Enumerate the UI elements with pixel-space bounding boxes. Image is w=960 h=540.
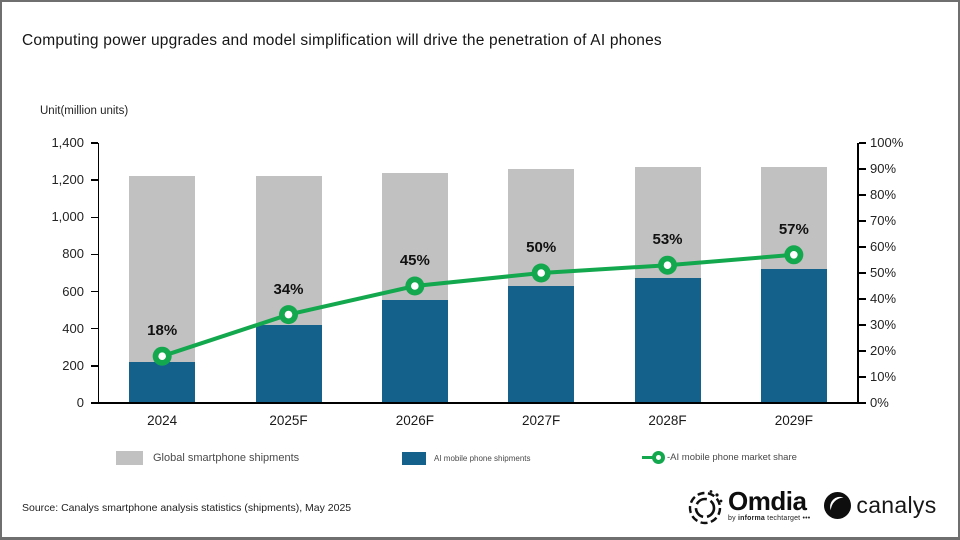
canalys-logo-icon [824,492,852,519]
left-axis-line [97,143,99,403]
omdia-logo: Omdia by informa techtarget ••• [686,488,810,528]
left-axis-tick [91,327,98,330]
legend-label: AI mobile phone shipments [434,454,531,463]
right-axis-tick-label: 70% [870,213,897,228]
bar-ai-2024 [129,362,196,403]
legend-item-global-shipments: Global smartphone shipments [116,451,299,465]
left-axis-tick [91,179,98,181]
omdia-name: Omdia [728,486,807,516]
market-share-label-2024: 18% [147,322,178,340]
right-axis-tick [859,350,866,352]
right-axis-tick [859,168,866,170]
canalys-name: canalys [856,492,937,518]
legend-item-market-share: -AI mobile phone market share [642,451,797,464]
page-title: Computing power upgrades and model simpl… [22,32,662,49]
left-axis-tick-label: 1,000 [51,209,84,225]
canalys-logo: canalys [824,492,936,519]
left-axis-tick-label: 200 [62,357,84,373]
right-axis-tick [859,194,866,196]
right-axis-tick-label: 40% [870,291,897,306]
right-axis-line [857,143,859,403]
bar-ai-2028F [634,277,701,403]
right-axis-tick [859,402,866,404]
bar-ai-2026F [381,299,448,403]
left-axis-tick [91,365,98,367]
left-axis-tick [91,216,98,219]
x-axis-label-2025F: 2025F [269,413,308,428]
left-axis-tick-label: 1,400 [51,135,84,150]
left-axis-tick [91,253,98,256]
right-axis-tick-label: 60% [870,239,897,254]
right-axis-tick-label: 30% [870,317,897,332]
market-share-label-2027F: 50% [526,239,557,256]
left-axis-tick-label: 600 [62,283,84,299]
left-axis-tick [91,290,98,293]
source-note: Source: Canalys smartphone analysis stat… [22,502,352,514]
left-axis-tick [91,142,98,144]
omdia-wordmark: Omdia by informa techtarget ••• [728,488,810,522]
market-share-label-2025F: 34% [273,280,304,298]
x-axis-label-2026F: 2026F [395,413,434,428]
x-axis-label-2028F: 2028F [648,413,687,428]
left-axis-tick [91,402,98,404]
market-share-label-2028F: 53% [652,231,683,249]
left-axis-tick-label: 1,200 [51,172,84,188]
legend-item-ai-shipments: AI mobile phone shipments [402,452,531,465]
bar-ai-2027F [508,286,575,403]
market-share-label-2026F: 45% [399,252,430,269]
gray-bar-swatch-icon [116,451,143,465]
right-axis-tick [859,298,866,300]
right-axis-tick [859,376,866,378]
right-axis-tick-label: 90% [870,161,897,176]
right-axis-tick-label: 50% [870,265,897,280]
bar-ai-2025F [255,325,322,403]
legend-label: -AI mobile phone market share [667,452,797,463]
bar-ai-2029F [760,269,827,403]
right-axis-tick [859,272,866,274]
green-line-marker-icon [642,451,665,464]
right-axis-tick-label: 100% [870,135,904,150]
left-axis-tick-label: 800 [62,246,84,262]
right-axis-tick [859,220,866,222]
legend-label: Global smartphone shipments [153,452,300,464]
right-axis-tick [859,142,866,144]
brand-logos: Omdia by informa techtarget ••• canalys [686,488,937,528]
right-axis-tick-label: 20% [870,343,897,358]
x-axis-label-2024: 2024 [147,413,178,428]
blue-bar-swatch-icon [402,452,426,465]
omdia-logo-icon [688,490,723,525]
bottom-axis-line [97,402,859,404]
omdia-tagline: by informa techtarget ••• [728,515,811,522]
left-axis-tick-label: 0 [76,395,84,410]
x-axis-label-2027F: 2027F [522,413,561,428]
right-axis-tick-label: 80% [870,187,897,202]
unit-axis-label: Unit(million units) [40,105,129,117]
right-axis-tick-label: 10% [870,369,897,384]
right-axis-tick [859,246,866,248]
right-axis-tick [859,324,866,326]
right-axis-tick-label: 0% [870,395,889,410]
left-axis-tick-label: 400 [62,320,84,336]
market-share-label-2029F: 57% [778,220,809,238]
x-axis-label-2029F: 2029F [774,413,813,428]
